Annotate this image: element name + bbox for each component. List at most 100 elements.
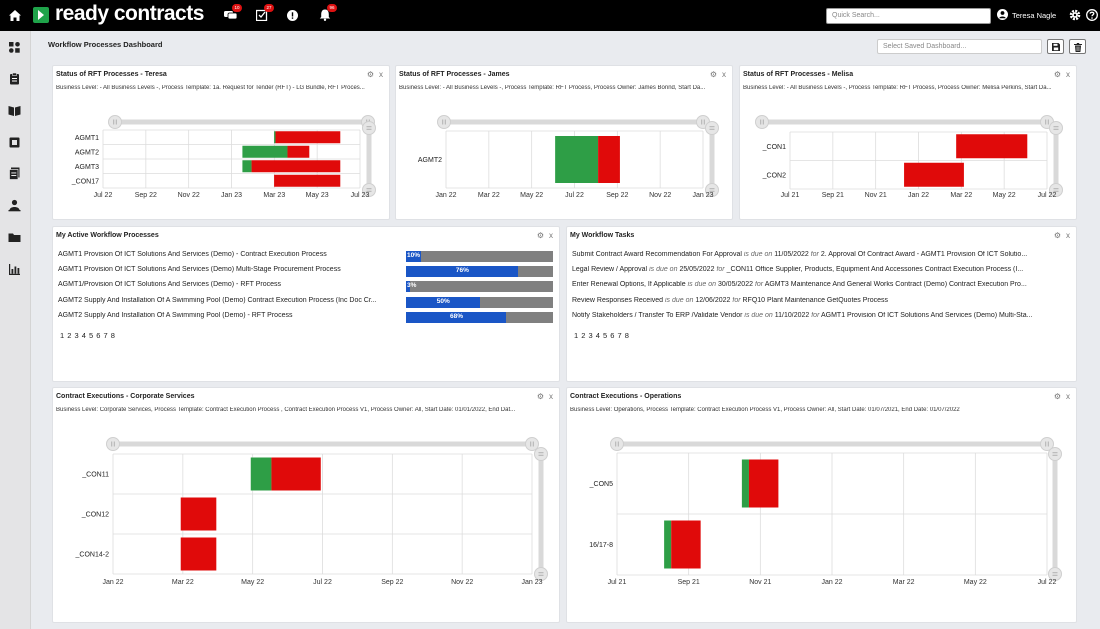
- close-icon[interactable]: x: [1066, 231, 1070, 240]
- top-bar: ready contracts 10 27 96 Quick Search...…: [0, 0, 1100, 31]
- bell-icon[interactable]: 96: [319, 4, 337, 21]
- pagination[interactable]: 1 2 3 4 5 6 7 8: [60, 331, 115, 340]
- x-tick-label: Sep 22: [381, 579, 403, 586]
- gantt-bar-segment: [671, 520, 701, 569]
- quick-search-input[interactable]: Quick Search...: [826, 8, 991, 24]
- workflow-name[interactable]: AGMT1/Provision Of ICT Solutions And Ser…: [58, 281, 282, 288]
- chat-icon[interactable]: 10: [224, 4, 242, 21]
- due-date: 11/05/2022: [774, 251, 809, 258]
- horizontal-scroll-track: [444, 119, 703, 125]
- close-icon[interactable]: x: [379, 70, 383, 79]
- gear-icon[interactable]: ⚙: [366, 70, 374, 79]
- gantt-bar-segment: [271, 457, 321, 491]
- dashboard-icon[interactable]: [8, 41, 21, 54]
- panel-controls: ⚙ x: [1049, 392, 1070, 401]
- workflow-name[interactable]: AGMT1 Provision Of ICT Solutions And Ser…: [58, 251, 327, 258]
- vertical-scroll-track: [1053, 128, 1059, 190]
- tasks-icon[interactable]: 27: [255, 4, 274, 22]
- x-tick-label: Jan 22: [908, 192, 929, 199]
- close-icon[interactable]: x: [549, 231, 553, 240]
- x-tick-label: Jan 23: [521, 579, 542, 586]
- x-tick-label: Jan 22: [102, 579, 123, 586]
- contract-icon[interactable]: [8, 136, 21, 149]
- progress-bar: 50%: [406, 297, 553, 308]
- settings-icon[interactable]: [1069, 9, 1081, 21]
- task-item: 2. Approval Of Contract Award - AGMT1 Pr…: [820, 251, 1028, 258]
- row-label: _CON14-2: [75, 552, 110, 559]
- active-workflows-panel: My Active Workflow Processes ⚙ x AGMT1 Pr…: [52, 226, 560, 382]
- gantt-bar-segment: [275, 131, 341, 144]
- help-icon[interactable]: [1086, 9, 1098, 21]
- close-icon[interactable]: x: [1066, 392, 1070, 401]
- workflow-name[interactable]: AGMT2 Supply And Installation Of A Swimm…: [58, 312, 293, 319]
- x-tick-label: Nov 21: [865, 192, 887, 199]
- logo-mark: [33, 7, 49, 23]
- x-tick-label: Jul 22: [94, 192, 113, 199]
- close-icon[interactable]: x: [722, 70, 726, 79]
- gear-icon[interactable]: ⚙: [1053, 231, 1061, 240]
- for-text: for: [732, 297, 741, 304]
- gantt-bar-segment: [956, 134, 1028, 159]
- due-text: is due on: [687, 281, 716, 288]
- x-tick-label: May 22: [993, 192, 1016, 199]
- gantt-bar-segment: [180, 537, 217, 571]
- row-label: _CON17: [71, 178, 99, 185]
- vertical-scroll-handle: [705, 183, 719, 197]
- due-date: 25/05/2022: [679, 266, 715, 273]
- vertical-scroll-handle: [1048, 447, 1062, 461]
- gear-icon[interactable]: ⚙: [536, 392, 544, 401]
- vertical-scroll-handle: [1048, 567, 1062, 581]
- vertical-scroll-handle: [1049, 183, 1063, 197]
- gear-icon[interactable]: ⚙: [1053, 392, 1061, 401]
- for-text: for: [811, 312, 820, 319]
- gear-icon[interactable]: ⚙: [1053, 70, 1061, 79]
- close-icon[interactable]: x: [549, 392, 553, 401]
- user-name[interactable]: Teresa Nagle: [1012, 11, 1057, 20]
- task-row[interactable]: Submit Contract Award Recommendation For…: [572, 251, 1071, 263]
- info-icon[interactable]: [287, 10, 298, 21]
- documents-icon[interactable]: [8, 167, 21, 180]
- horizontal-scroll-handle: [108, 115, 122, 129]
- task-row[interactable]: Legal Review / Approval is due on 25/05/…: [572, 266, 1071, 278]
- gear-icon[interactable]: ⚙: [536, 231, 544, 240]
- gantt-bar-segment: [748, 459, 779, 508]
- progress-bar: 76%: [406, 266, 553, 277]
- tasks-badge: 27: [264, 4, 274, 12]
- x-tick-label: Nov 22: [178, 192, 200, 199]
- folder-icon[interactable]: [8, 231, 21, 244]
- delete-dashboard-button[interactable]: [1069, 39, 1086, 54]
- progress-bar: 3%: [406, 281, 553, 292]
- x-tick-label: Sep 21: [822, 192, 844, 199]
- gear-icon[interactable]: ⚙: [709, 70, 717, 79]
- panel-title: Contract Executions - Operations: [570, 393, 682, 400]
- person-icon[interactable]: [8, 199, 21, 212]
- x-tick-label: Jan 22: [435, 192, 456, 199]
- x-tick-label: May 22: [964, 579, 987, 586]
- panel-title: Status of RFT Processes - James: [399, 71, 510, 78]
- task-name: Enter Renewal Options, If Applicable: [572, 281, 686, 288]
- x-tick-label: Mar 22: [950, 192, 972, 199]
- row-label: AGMT2: [418, 157, 442, 164]
- vertical-scroll-track: [709, 128, 715, 190]
- gantt-bar-segment: [274, 131, 276, 144]
- save-dashboard-button[interactable]: [1047, 39, 1064, 54]
- for-text: for: [716, 266, 725, 273]
- gantt-chart-james: Jan 22 Mar 22 May 22 Jul 22 Sep 22 Nov 22 Jan …: [418, 115, 719, 199]
- workflow-name[interactable]: AGMT1 Provision Of ICT Solutions And Ser…: [58, 266, 341, 273]
- clipboard-icon[interactable]: [8, 72, 21, 85]
- pagination[interactable]: 1 2 3 4 5 6 7 8: [574, 331, 629, 340]
- task-row[interactable]: Enter Renewal Options, If Applicable is …: [572, 281, 1071, 293]
- workflow-name[interactable]: AGMT2 Supply And Installation Of A Swimm…: [58, 297, 377, 304]
- home-icon[interactable]: [9, 10, 21, 21]
- book-icon[interactable]: [8, 104, 21, 117]
- user-icon[interactable]: [997, 9, 1008, 20]
- task-row[interactable]: Review Responses Received is due on 12/0…: [572, 297, 1071, 309]
- horizontal-scroll-track: [617, 441, 1047, 447]
- reports-icon[interactable]: [8, 263, 21, 276]
- close-icon[interactable]: x: [1066, 70, 1070, 79]
- task-row[interactable]: Notify Stakeholders / Transfer To ERP /V…: [572, 312, 1071, 324]
- x-tick-label: Sep 22: [135, 192, 157, 199]
- vertical-scroll-handle: [705, 121, 719, 135]
- progress-label: 10%: [407, 252, 421, 259]
- saved-dashboard-select[interactable]: Select Saved Dashboard...: [877, 39, 1042, 54]
